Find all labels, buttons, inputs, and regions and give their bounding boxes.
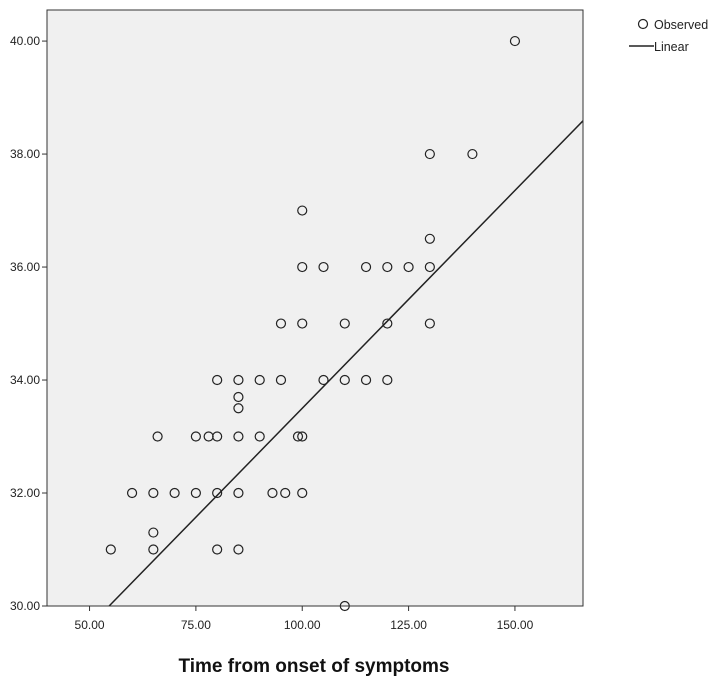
data-point [190,487,201,499]
data-point [424,261,435,273]
data-point [297,487,308,499]
data-point [212,374,223,386]
data-point [382,318,393,329]
y-tick-label: 40.00 [10,34,40,48]
legend-observed-symbol [637,18,649,30]
data-point [233,487,244,499]
data-point [360,261,372,273]
fit-line [108,120,584,607]
x-tick-label: 150.00 [497,618,534,632]
data-point [212,544,223,555]
data-point [254,431,265,442]
x-ticks: 50.00 75.00 100.00 125.00 150.00 [75,606,534,632]
data-point [297,261,308,273]
data-point [212,487,223,499]
legend-observed-label: Observed [654,18,708,32]
data-point [292,431,304,442]
x-tick-label: 75.00 [181,618,211,632]
y-tick-label: 34.00 [10,373,40,387]
legend-linear-label: Linear [654,40,689,54]
linear-fit [108,120,584,607]
data-point [275,374,287,386]
data-point [148,544,159,555]
data-point [509,35,521,47]
x-tick-label: 100.00 [284,618,321,632]
data-point [148,487,159,499]
y-tick-label: 32.00 [10,486,40,500]
data-point [382,261,393,273]
y-tick-label: 30.00 [10,599,40,613]
plot-area [47,10,583,606]
x-tick-label: 125.00 [390,618,427,632]
data-point [233,403,244,414]
data-point [297,318,308,329]
data-point [152,431,163,442]
observed-points [105,35,521,612]
data-point [105,544,116,555]
data-point [403,261,414,273]
data-point [148,527,159,538]
data-point [318,261,329,273]
data-point [360,374,372,386]
y-tick-label: 38.00 [10,147,40,161]
data-point [339,374,350,386]
data-point [169,487,180,499]
data-point [233,391,244,403]
data-point [126,487,138,499]
y-ticks: 30.00 32.00 34.00 36.00 38.00 40.00 [10,34,47,613]
plot-background [47,10,583,606]
data-point [275,318,287,329]
data-point [424,148,435,160]
data-point [254,374,265,386]
data-point [190,431,201,442]
axes [46,9,584,607]
data-point [267,487,278,499]
data-point [467,148,478,160]
data-point [424,233,435,244]
legend: Observed Linear [629,18,708,54]
data-point [280,487,291,499]
x-axis-title: Time from onset of symptoms [179,656,450,677]
data-point [212,431,223,442]
data-point [233,374,244,386]
data-point [297,431,308,442]
y-tick-label: 36.00 [10,260,40,274]
data-point [339,318,350,329]
plot-frame [46,9,584,607]
data-point [297,205,308,216]
data-point [424,318,435,329]
data-point [233,431,244,442]
data-point [382,374,393,386]
x-tick-label: 50.00 [75,618,105,632]
data-point [233,544,244,555]
data-point [318,374,329,386]
